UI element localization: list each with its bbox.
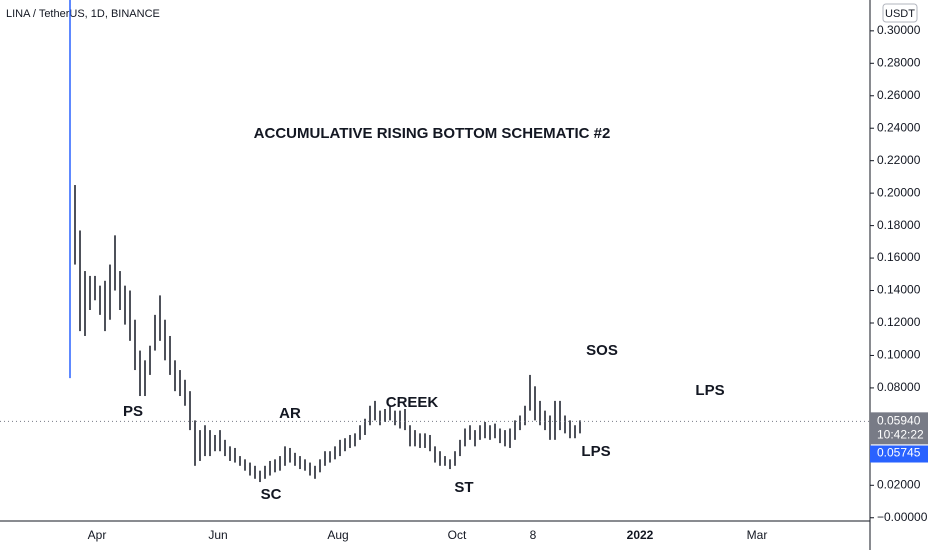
- x-tick-label: Jun: [208, 528, 227, 542]
- y-tick-label: 0.26000: [877, 88, 921, 102]
- annotation: ST: [454, 479, 473, 496]
- marker-price-box: [870, 445, 928, 463]
- annotation: LPS: [695, 382, 724, 399]
- x-tick-label: Oct: [448, 528, 467, 542]
- countdown: 10:42:22: [877, 428, 924, 442]
- y-tick-label: 0.20000: [877, 185, 921, 199]
- last-price-label: 0.05940: [877, 414, 921, 428]
- x-tick-label: 8: [530, 528, 537, 542]
- annotation: AR: [279, 405, 301, 422]
- currency-box: [882, 3, 918, 23]
- x-tick-label: Apr: [88, 528, 107, 542]
- y-tick-label: 0.24000: [877, 120, 921, 134]
- y-tick-label: 0.16000: [877, 250, 921, 264]
- marker-price-label: 0.05745: [877, 446, 921, 460]
- x-tick-label: Aug: [327, 528, 348, 542]
- chart-title: LINA / TetherUS, 1D, BINANCE: [6, 8, 160, 20]
- last-price-box: [870, 412, 928, 445]
- y-tick-label: −0.00000: [877, 510, 928, 524]
- annotation: CREEK: [386, 394, 439, 411]
- x-tick-label: Mar: [747, 528, 768, 542]
- annotation: PS: [123, 403, 143, 420]
- y-tick-label: 0.28000: [877, 55, 921, 69]
- y-tick-label: 0.30000: [877, 23, 921, 37]
- y-tick-label: 0.08000: [877, 380, 921, 394]
- y-tick-label: 0.12000: [877, 315, 921, 329]
- annotation: SC: [261, 486, 282, 503]
- y-tick-label: 0.14000: [877, 283, 921, 297]
- annotation: ACCUMULATIVE RISING BOTTOM SCHEMATIC #2: [254, 125, 611, 142]
- x-tick-label: 2022: [627, 528, 654, 542]
- y-tick-label: 0.02000: [877, 477, 921, 491]
- annotation: LPS: [581, 443, 610, 460]
- annotation: SOS: [586, 342, 618, 359]
- y-tick-label: 0.10000: [877, 348, 921, 362]
- y-tick-label: 0.22000: [877, 153, 921, 167]
- currency: USDT: [885, 8, 915, 20]
- y-tick-label: 0.18000: [877, 218, 921, 232]
